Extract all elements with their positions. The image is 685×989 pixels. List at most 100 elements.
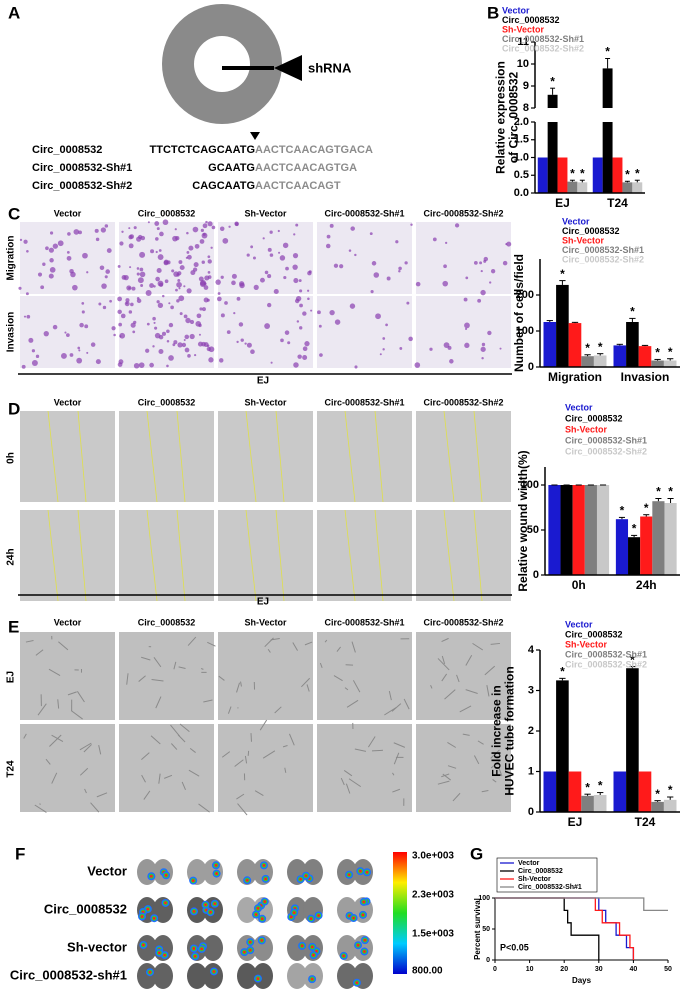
micrograph bbox=[317, 222, 412, 294]
tube bbox=[267, 648, 271, 653]
stained-cell bbox=[202, 223, 208, 229]
stained-cell bbox=[106, 248, 112, 253]
significance: * bbox=[550, 74, 555, 88]
panel-label: E bbox=[8, 617, 19, 636]
stained-cell bbox=[125, 302, 128, 305]
seq-rest: AACTCAACAGTGA bbox=[255, 162, 357, 174]
axis-break-gap bbox=[533, 108, 647, 122]
micrograph bbox=[20, 296, 115, 368]
bar bbox=[638, 771, 652, 812]
tube bbox=[236, 793, 245, 800]
ring-hole bbox=[194, 36, 250, 92]
legend-entry: Vector bbox=[518, 860, 540, 867]
micrograph bbox=[218, 724, 313, 812]
y-axis-label: HUVEC tube formation bbox=[503, 666, 517, 795]
stained-cell bbox=[128, 234, 133, 240]
seq-rest: AACTCAACAGT bbox=[255, 180, 341, 192]
stained-cell bbox=[481, 342, 486, 347]
micrograph bbox=[119, 510, 214, 601]
tube bbox=[83, 744, 92, 753]
tube bbox=[352, 680, 361, 693]
stained-cell bbox=[187, 354, 191, 358]
tube bbox=[492, 779, 497, 783]
wound-edge bbox=[374, 410, 384, 503]
stained-cell bbox=[464, 322, 470, 329]
wound-edge bbox=[473, 410, 483, 503]
survival-line bbox=[495, 897, 600, 960]
stained-cell bbox=[202, 233, 206, 236]
significance: * bbox=[635, 166, 640, 180]
stained-cell bbox=[198, 276, 204, 282]
stained-cell bbox=[244, 342, 247, 345]
stained-cell bbox=[354, 365, 358, 369]
y-tick-label: 1 bbox=[528, 765, 534, 777]
micrograph bbox=[20, 411, 115, 502]
stained-cell bbox=[217, 296, 222, 302]
y-tick-label: 0 bbox=[528, 806, 534, 818]
significance: * bbox=[655, 787, 660, 801]
stained-cell bbox=[203, 282, 207, 286]
stained-cell bbox=[192, 226, 199, 233]
row-label: EJ bbox=[6, 671, 17, 683]
stained-cell bbox=[155, 276, 160, 282]
stained-cell bbox=[202, 307, 206, 312]
legend-entry: Circ_0008532-Sh#1 bbox=[502, 34, 584, 44]
lung bbox=[287, 963, 307, 989]
significance: * bbox=[598, 340, 603, 354]
signal bbox=[347, 873, 351, 877]
signal bbox=[362, 900, 366, 904]
stained-cell bbox=[125, 298, 130, 303]
bar bbox=[557, 157, 568, 193]
stained-cell bbox=[81, 310, 85, 314]
stained-cell bbox=[203, 285, 209, 290]
bar bbox=[543, 771, 557, 812]
stained-cell bbox=[415, 281, 421, 287]
signal bbox=[264, 877, 268, 881]
stained-cell bbox=[224, 301, 228, 305]
stained-cell bbox=[250, 349, 255, 355]
y-tick-label: 4 bbox=[528, 644, 535, 656]
column-header: Circ-0008532-Sh#1 bbox=[324, 397, 404, 407]
seq-name: Circ_0008532 bbox=[32, 144, 102, 156]
micrograph bbox=[119, 632, 214, 720]
stained-cell bbox=[310, 309, 313, 312]
column-header: Sh-Vector bbox=[244, 208, 287, 218]
micrograph bbox=[20, 724, 115, 812]
tube bbox=[301, 677, 311, 688]
stained-cell bbox=[382, 337, 386, 340]
stained-cell bbox=[86, 351, 89, 354]
stained-cell bbox=[66, 333, 70, 338]
stained-cell bbox=[277, 229, 280, 233]
stained-cell bbox=[238, 322, 244, 327]
stained-cell bbox=[219, 226, 225, 231]
stained-cell bbox=[137, 277, 144, 284]
bar bbox=[537, 157, 548, 193]
bar bbox=[567, 181, 578, 193]
stained-cell bbox=[318, 324, 322, 328]
significance: * bbox=[620, 504, 625, 518]
row-label: Invasion bbox=[6, 312, 17, 353]
signal bbox=[310, 977, 314, 981]
stained-cell bbox=[171, 269, 175, 273]
bar bbox=[584, 485, 597, 575]
legend-entry: Sh-Vector bbox=[565, 424, 608, 434]
stained-cell bbox=[480, 289, 486, 296]
tube bbox=[170, 724, 181, 737]
stained-cell bbox=[189, 333, 195, 340]
tube bbox=[403, 698, 410, 710]
stained-cell bbox=[23, 239, 28, 244]
stained-cell bbox=[354, 253, 357, 257]
stained-cell bbox=[293, 278, 299, 284]
micrograph bbox=[317, 510, 412, 601]
stained-cell bbox=[479, 261, 483, 265]
micrograph bbox=[416, 510, 511, 601]
wound-edge bbox=[443, 410, 455, 503]
signal bbox=[163, 953, 167, 957]
tube bbox=[198, 803, 210, 813]
stained-cell bbox=[119, 335, 122, 338]
stained-cell bbox=[200, 228, 204, 232]
stained-cell bbox=[67, 232, 71, 236]
tube bbox=[447, 742, 457, 748]
stained-cell bbox=[77, 346, 81, 350]
signal bbox=[317, 914, 320, 917]
